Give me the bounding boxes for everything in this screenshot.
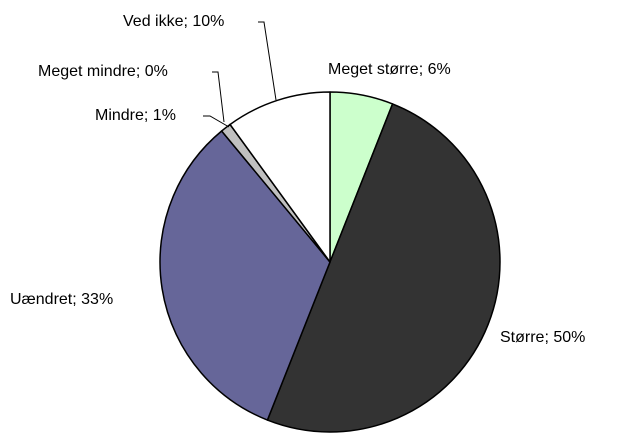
slice-label: Uændret; 33% bbox=[10, 291, 113, 308]
slice-label: Ved ikke; 10% bbox=[123, 13, 224, 30]
pie-slice bbox=[159, 130, 331, 421]
slice-label: Meget mindre; 0% bbox=[38, 63, 168, 80]
pie-slice bbox=[229, 91, 331, 263]
slice-label: Mindre; 1% bbox=[95, 107, 176, 124]
leader-line bbox=[258, 21, 277, 101]
slice-label: Meget større; 6% bbox=[328, 61, 451, 78]
pie-slice bbox=[266, 103, 501, 433]
leader-line bbox=[212, 71, 225, 123]
slice-label: Større; 50% bbox=[500, 329, 585, 346]
leader-line bbox=[203, 115, 230, 128]
